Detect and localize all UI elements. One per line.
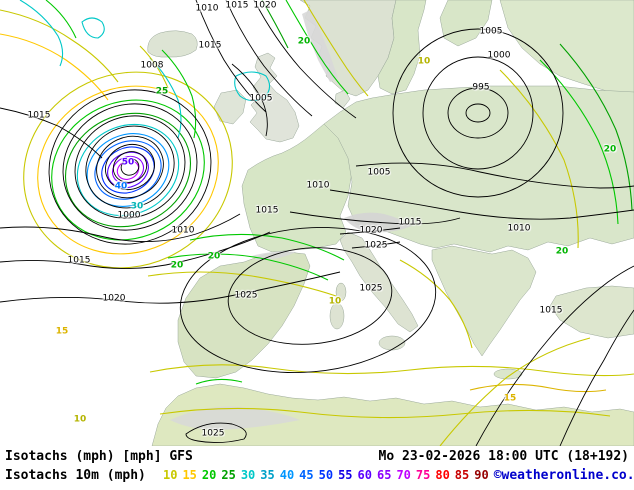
legend-value-90: 90 [474,468,489,482]
isobar-contours [0,0,634,446]
map-timestamp: Mo 23-02-2026 18:00 UTC (18+192) [378,449,629,464]
terrain-pyrenees [252,251,296,260]
land-crete [493,368,523,380]
legend-value-35: 35 [260,468,275,482]
land-sicily [378,335,406,351]
legend-value-85: 85 [454,468,470,482]
legend-values: 10 15 20 25 30 35 40 45 50 55 60 65 70 75 80 85 90 [163,468,494,482]
legend-value-20: 20 [201,468,217,482]
land-balkans [431,245,537,357]
legend-value-70: 70 [396,468,411,482]
legend-value-40: 40 [279,468,295,482]
land-corsica [335,282,347,302]
land-northeast [499,0,634,97]
legend-value-15: 15 [182,468,197,482]
copyright-link: ©weatheronline.co.uk [493,468,634,483]
land-north-africa [151,383,634,446]
terrain-norway [302,10,338,82]
legend-value-60: 60 [357,468,372,482]
terrain-layer [170,10,412,430]
legend-value-25: 25 [221,468,236,482]
map-canvas: 1010 1015 1020 1015 1008 1005 1005 1000 995 1015 1… [0,0,634,446]
map-svg [0,0,634,446]
isotach-contours [0,0,634,446]
land-italy [339,231,419,333]
terrain-atlas [170,406,300,430]
legend-value-30: 30 [240,468,256,482]
land-finland [439,0,493,47]
legend-value-45: 45 [299,468,314,482]
legend-value-75: 75 [415,468,431,482]
legend-value-10: 10 [163,468,178,482]
land-scandinavia-sweden [377,0,427,95]
map-title: Isotachs (mph) [mph] GFS [5,449,193,464]
legend-value-55: 55 [338,468,353,482]
legend-value-80: 80 [435,468,450,482]
footer: Isotachs (mph) [mph] GFS Mo 23-02-2026 1… [0,446,634,490]
land-turkey [549,285,634,339]
legend-title: Isotachs 10m (mph) [5,468,146,483]
land-iceland [147,30,198,58]
land-sardinia [329,302,345,330]
legend-value-50: 50 [318,468,334,482]
land-britain [249,52,300,143]
legend-value-65: 65 [376,468,392,482]
